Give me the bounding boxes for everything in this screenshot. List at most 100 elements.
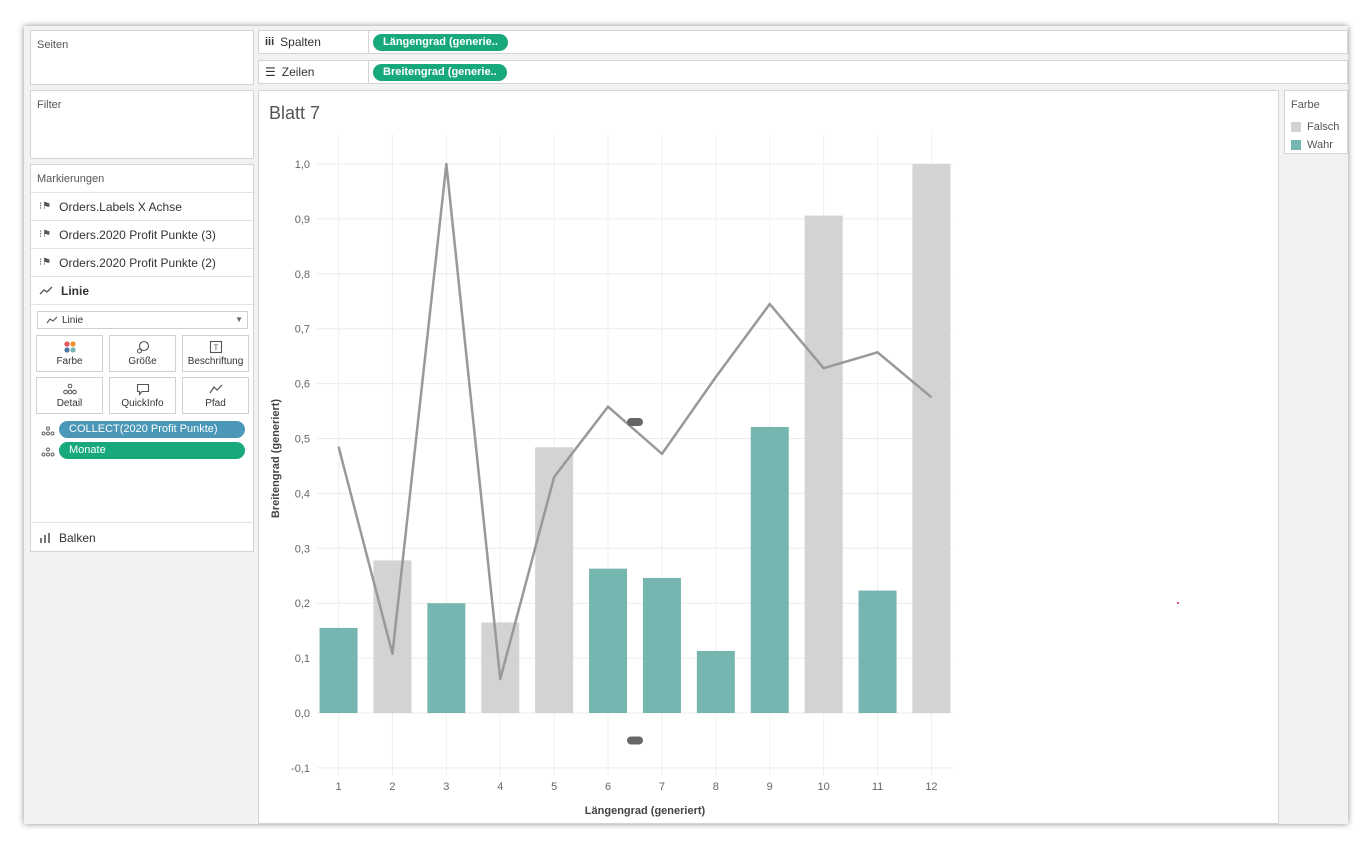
legend-title: Farbe bbox=[1291, 99, 1320, 111]
legend-item-falsch[interactable]: Falsch bbox=[1291, 121, 1339, 133]
line-icon bbox=[46, 316, 58, 324]
marks-layer-profit-3[interactable]: ⁝⚑ Orders.2020 Profit Punkte (3) bbox=[31, 220, 253, 248]
tableau-workspace: Seiten iii Spalten Längengrad (generie..… bbox=[24, 26, 1348, 824]
line-icon bbox=[39, 286, 53, 294]
detail-button[interactable]: Detail bbox=[36, 377, 103, 414]
bar bbox=[696, 650, 735, 713]
columns-shelf-label: Spalten bbox=[280, 35, 321, 49]
worksheet-view: Blatt 7 -0,1 0,0 0,1 0,2 0,3 0,4 0,5 0,6 0,7 0,8 0… bbox=[258, 90, 1279, 824]
pages-card: Seiten bbox=[30, 30, 254, 85]
x-tick-label: 8 bbox=[713, 781, 719, 793]
x-tick-label: 2 bbox=[389, 781, 395, 793]
x-tick-label: 6 bbox=[605, 781, 611, 793]
map-icon: ⁝⚑ bbox=[39, 201, 52, 212]
detail-icon bbox=[41, 426, 55, 439]
bar bbox=[642, 577, 681, 713]
divider bbox=[31, 304, 253, 305]
label-icon: T bbox=[209, 340, 223, 354]
marks-layer-linie[interactable]: Linie bbox=[31, 276, 253, 304]
filter-title: Filter bbox=[37, 99, 62, 111]
columns-shelf-label-box: iii Spalten bbox=[259, 31, 369, 53]
sheet-title: Blatt 7 bbox=[269, 103, 321, 123]
color-legend[interactable]: Farbe Falsch Wahr bbox=[1284, 90, 1348, 154]
path-button[interactable]: Pfad bbox=[182, 377, 249, 414]
detail-button-label: Detail bbox=[56, 398, 83, 409]
marks-layer-label: Orders.2020 Profit Punkte (2) bbox=[59, 255, 216, 270]
bar bbox=[589, 568, 628, 713]
marks-layer-label: Orders.Labels X Achse bbox=[59, 199, 182, 214]
path-icon bbox=[209, 382, 223, 396]
columns-pill[interactable]: Längengrad (generie.. bbox=[373, 34, 508, 51]
svg-text:T: T bbox=[213, 344, 218, 353]
label-button[interactable]: T Beschriftung bbox=[182, 335, 249, 372]
map-icon: ⁝⚑ bbox=[39, 257, 52, 268]
marks-layer-label: Linie bbox=[61, 283, 90, 298]
marks-card: Markierungen ⁝⚑ Orders.Labels X Achse ⁝⚑… bbox=[30, 164, 254, 552]
color-button[interactable]: Farbe bbox=[36, 335, 103, 372]
pages-title: Seiten bbox=[37, 39, 69, 51]
rows-shelf-label-box: ☰ Zeilen bbox=[259, 61, 369, 83]
rows-shelf[interactable]: ☰ Zeilen Breitengrad (generie.. bbox=[258, 60, 1348, 84]
size-button-label: Größe bbox=[128, 356, 157, 367]
y-tick-label: 0,9 bbox=[295, 214, 310, 226]
y-tick-label: 0,6 bbox=[295, 379, 310, 391]
monate-field-pill[interactable]: Monate bbox=[59, 442, 245, 459]
bar bbox=[804, 215, 843, 713]
series-line bbox=[337, 162, 933, 681]
color-icon bbox=[63, 340, 77, 354]
bar bbox=[373, 560, 412, 713]
y-tick-label: 0,2 bbox=[295, 598, 310, 610]
x-axis-title: Längengrad (generiert) bbox=[585, 805, 706, 817]
x-tick-label: 5 bbox=[551, 781, 557, 793]
marks-layer-balken[interactable]: Balken bbox=[31, 522, 253, 552]
marks-title: Markierungen bbox=[37, 173, 105, 185]
y-tick-label: 0,4 bbox=[295, 488, 310, 500]
color-button-label: Farbe bbox=[56, 356, 83, 367]
columns-shelf[interactable]: iii Spalten Längengrad (generie.. bbox=[258, 30, 1348, 54]
x-tick-label: 12 bbox=[925, 781, 937, 793]
marks-layer-label: Orders.2020 Profit Punkte (3) bbox=[59, 227, 216, 242]
marks-layer-profit-2[interactable]: ⁝⚑ Orders.2020 Profit Punkte (2) bbox=[31, 248, 253, 276]
y-tick-label: 0,3 bbox=[295, 543, 310, 555]
filter-card[interactable]: Filter bbox=[30, 90, 254, 159]
columns-icon: iii bbox=[265, 36, 275, 48]
bar bbox=[912, 164, 951, 713]
x-tick-label: 1 bbox=[335, 781, 341, 793]
size-icon bbox=[136, 340, 150, 354]
tooltip-icon bbox=[136, 382, 150, 396]
size-button[interactable]: Größe bbox=[109, 335, 176, 372]
legend-label: Wahr bbox=[1307, 139, 1333, 151]
tooltip-button[interactable]: QuickInfo bbox=[109, 377, 176, 414]
y-tick-label: 0,1 bbox=[295, 653, 310, 665]
rows-shelf-label: Zeilen bbox=[281, 65, 315, 79]
mark-type-dropdown[interactable]: Linie ▼ bbox=[37, 311, 248, 329]
y-tick-label: 1,0 bbox=[295, 159, 310, 171]
chart[interactable]: -0,10,00,10,20,30,40,50,60,70,80,91,01 2 3… bbox=[259, 91, 1278, 823]
x-tick-label: 10 bbox=[818, 781, 830, 793]
y-tick-label: 0,7 bbox=[295, 324, 310, 336]
path-button-label: Pfad bbox=[205, 398, 226, 409]
x-tick-label: 11 bbox=[872, 781, 883, 793]
tooltip-button-label: QuickInfo bbox=[121, 398, 164, 409]
marker-handle bbox=[627, 736, 643, 745]
x-tick-label: 3 bbox=[443, 781, 449, 793]
mark-type-value: Linie bbox=[62, 314, 84, 326]
legend-label: Falsch bbox=[1307, 121, 1340, 133]
y-tick-label: -0,1 bbox=[291, 763, 310, 775]
bar bbox=[427, 603, 466, 713]
bar bbox=[535, 447, 574, 713]
chevron-down-icon: ▼ bbox=[235, 315, 243, 324]
legend-swatch bbox=[1291, 122, 1301, 132]
bar bbox=[750, 426, 789, 713]
bar bbox=[319, 627, 358, 713]
bar bbox=[858, 590, 897, 713]
y-tick-label: 0,0 bbox=[295, 708, 310, 720]
marks-layer-labels-x[interactable]: ⁝⚑ Orders.Labels X Achse bbox=[31, 192, 253, 220]
x-tick-label: 4 bbox=[497, 781, 503, 793]
collect-field-pill[interactable]: COLLECT(2020 Profit Punkte) bbox=[59, 421, 245, 438]
legend-item-wahr[interactable]: Wahr bbox=[1291, 139, 1333, 151]
y-tick-label: 0,5 bbox=[295, 434, 310, 446]
detail-icon bbox=[41, 447, 55, 460]
rows-pill[interactable]: Breitengrad (generie.. bbox=[373, 64, 507, 81]
marker-handle bbox=[627, 418, 643, 427]
